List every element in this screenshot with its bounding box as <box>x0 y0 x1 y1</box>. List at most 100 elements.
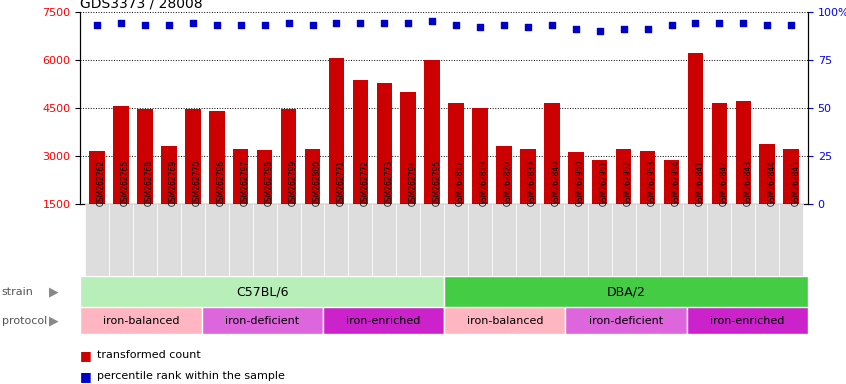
Point <box>402 20 415 26</box>
Point <box>617 26 630 32</box>
Point <box>784 22 798 28</box>
Bar <box>568 152 584 204</box>
Bar <box>353 80 368 204</box>
Text: GSM262841: GSM262841 <box>695 160 705 206</box>
Bar <box>516 204 540 276</box>
Bar <box>735 101 751 204</box>
Bar <box>323 307 444 334</box>
Text: GSM262950: GSM262950 <box>576 159 585 206</box>
Bar <box>688 53 703 204</box>
Bar <box>448 103 464 204</box>
Bar <box>684 204 707 276</box>
Point <box>761 22 774 28</box>
Text: iron-deficient: iron-deficient <box>589 316 663 326</box>
Bar <box>687 307 808 334</box>
Point <box>234 22 248 28</box>
Bar <box>497 146 512 204</box>
Bar <box>185 109 201 204</box>
Bar <box>444 307 565 334</box>
Bar <box>396 204 420 276</box>
Bar <box>137 109 153 204</box>
Bar <box>161 146 177 204</box>
Bar <box>305 149 321 204</box>
Bar <box>707 204 731 276</box>
Bar <box>760 144 775 204</box>
Text: GSM262794: GSM262794 <box>409 159 417 206</box>
Text: GSM262843: GSM262843 <box>744 160 752 206</box>
Text: GSM262770: GSM262770 <box>193 159 202 206</box>
Bar <box>444 276 808 307</box>
Bar <box>592 160 607 204</box>
Point <box>497 22 511 28</box>
Text: iron-balanced: iron-balanced <box>102 316 179 326</box>
Point <box>162 22 176 28</box>
Text: GSM262800: GSM262800 <box>312 160 321 206</box>
Text: GSM262799: GSM262799 <box>288 159 298 206</box>
Bar <box>80 307 201 334</box>
Text: GSM262842: GSM262842 <box>719 160 728 206</box>
Bar <box>109 204 133 276</box>
Bar <box>349 204 372 276</box>
Text: GSM262839: GSM262839 <box>528 160 537 206</box>
Point <box>91 22 104 28</box>
Bar <box>640 151 656 204</box>
Bar <box>325 204 349 276</box>
Bar <box>257 150 272 204</box>
Text: ■: ■ <box>80 349 92 362</box>
Point <box>593 28 607 34</box>
Bar <box>300 204 325 276</box>
Text: iron-balanced: iron-balanced <box>466 316 543 326</box>
Point <box>305 22 319 28</box>
Bar <box>565 307 687 334</box>
Point <box>665 22 678 28</box>
Bar <box>492 204 516 276</box>
Bar <box>329 58 344 204</box>
Bar <box>201 307 323 334</box>
Point <box>737 20 750 26</box>
Bar <box>233 149 249 204</box>
Bar <box>731 204 755 276</box>
Text: GSM262773: GSM262773 <box>384 159 393 206</box>
Text: ▶: ▶ <box>49 285 58 298</box>
Text: GSM262768: GSM262768 <box>145 160 154 206</box>
Bar <box>544 103 559 204</box>
Point <box>569 26 583 32</box>
Point <box>282 20 295 26</box>
Text: ■: ■ <box>80 370 92 383</box>
Text: GSM262765: GSM262765 <box>121 159 130 206</box>
Point <box>186 20 200 26</box>
Point <box>473 24 486 30</box>
Text: GSM262819: GSM262819 <box>480 160 489 206</box>
Bar <box>540 204 563 276</box>
Bar <box>277 204 300 276</box>
Bar <box>472 108 488 204</box>
Text: GSM262817: GSM262817 <box>456 160 465 206</box>
Text: GSM262820: GSM262820 <box>504 160 513 206</box>
Text: GSM262844: GSM262844 <box>767 160 777 206</box>
Point <box>138 22 151 28</box>
Text: GSM262797: GSM262797 <box>241 159 250 206</box>
Text: DBA/2: DBA/2 <box>607 285 645 298</box>
Text: iron-enriched: iron-enriched <box>710 316 784 326</box>
Bar <box>205 204 228 276</box>
Bar <box>468 204 492 276</box>
Point <box>449 22 463 28</box>
Bar <box>80 276 444 307</box>
Bar <box>660 204 684 276</box>
Text: strain: strain <box>2 287 34 297</box>
Bar <box>563 204 588 276</box>
Bar <box>181 204 205 276</box>
Point <box>521 24 535 30</box>
Bar <box>400 91 416 204</box>
Bar <box>779 204 803 276</box>
Point <box>426 18 439 24</box>
Bar <box>376 83 392 204</box>
Bar <box>635 204 660 276</box>
Text: iron-enriched: iron-enriched <box>346 316 420 326</box>
Bar <box>755 204 779 276</box>
Text: GSM262952: GSM262952 <box>624 160 633 206</box>
Point <box>712 20 726 26</box>
Text: GDS3373 / 28008: GDS3373 / 28008 <box>80 0 203 10</box>
Text: ▶: ▶ <box>49 314 58 327</box>
Point <box>689 20 702 26</box>
